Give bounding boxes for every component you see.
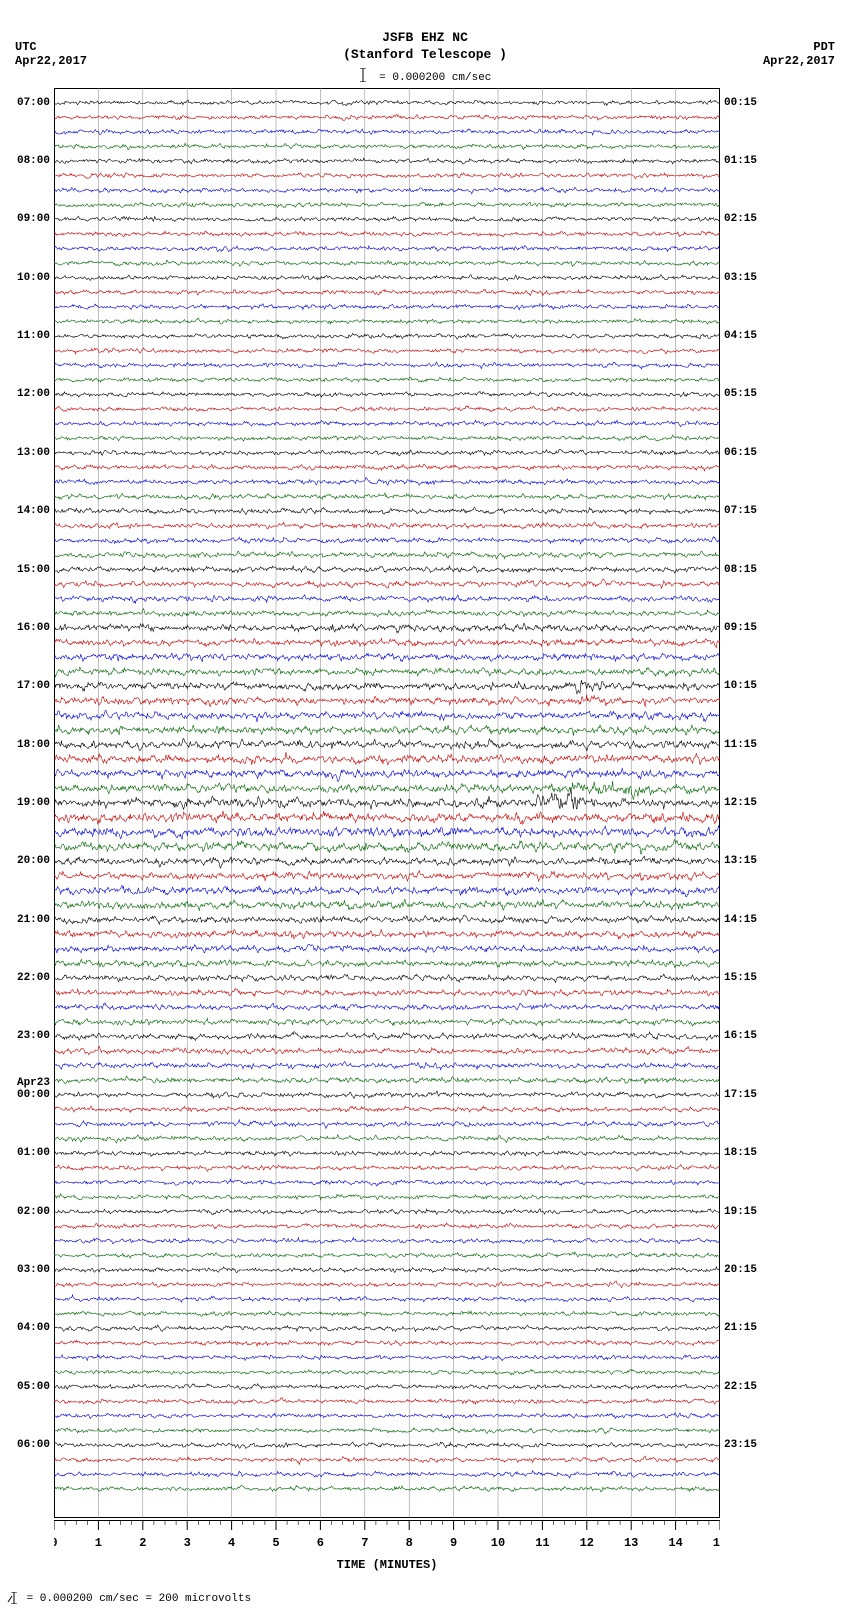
scale-marker: = 0.000200 cm/sec xyxy=(0,68,850,86)
left-hour-label: 01:00 xyxy=(17,1147,50,1159)
right-hour-label: 14:15 xyxy=(724,914,757,926)
seismogram-svg xyxy=(54,88,720,1518)
svg-text:3: 3 xyxy=(184,1536,191,1550)
svg-text:15: 15 xyxy=(713,1536,720,1550)
right-hour-label: 08:15 xyxy=(724,564,757,576)
right-hour-label: 18:15 xyxy=(724,1147,757,1159)
chart-header: JSFB EHZ NC (Stanford Telescope ) xyxy=(0,30,850,62)
svg-text:0: 0 xyxy=(54,1536,58,1550)
left-hour-label: 07:00 xyxy=(17,97,50,109)
footer-scale: = 0.000200 cm/sec = 200 microvolts xyxy=(6,1592,251,1605)
right-hour-label: 21:15 xyxy=(724,1322,757,1334)
svg-text:7: 7 xyxy=(361,1536,368,1550)
tz-left-label: UTC xyxy=(15,40,87,54)
left-hour-label: 16:00 xyxy=(17,622,50,634)
right-hour-label: 17:15 xyxy=(724,1089,757,1101)
tz-left: UTC Apr22,2017 xyxy=(15,40,87,68)
svg-text:6: 6 xyxy=(317,1536,324,1550)
right-hour-label: 01:15 xyxy=(724,155,757,167)
right-hour-label: 13:15 xyxy=(724,855,757,867)
left-hour-label: 21:00 xyxy=(17,914,50,926)
right-hour-label: 10:15 xyxy=(724,680,757,692)
right-hour-label: 02:15 xyxy=(724,213,757,225)
left-hour-label: 22:00 xyxy=(17,972,50,984)
date-rollover-label: Apr23 xyxy=(17,1077,50,1089)
left-hour-label: 11:00 xyxy=(17,330,50,342)
left-hour-label: 17:00 xyxy=(17,680,50,692)
right-hour-label: 04:15 xyxy=(724,330,757,342)
scale-bar-icon xyxy=(359,68,367,86)
svg-text:12: 12 xyxy=(580,1536,594,1550)
right-hour-label: 16:15 xyxy=(724,1030,757,1042)
right-hour-label: 22:15 xyxy=(724,1381,757,1393)
right-hour-label: 03:15 xyxy=(724,272,757,284)
left-hour-label: 00:00 xyxy=(17,1089,50,1101)
date-right: Apr22,2017 xyxy=(763,54,835,68)
svg-text:13: 13 xyxy=(624,1536,638,1550)
right-hour-label: 09:15 xyxy=(724,622,757,634)
date-left: Apr22,2017 xyxy=(15,54,87,68)
svg-text:14: 14 xyxy=(668,1536,682,1550)
left-hour-label: 08:00 xyxy=(17,155,50,167)
right-hour-label: 11:15 xyxy=(724,739,757,751)
left-hour-labels: 07:00 08:00 09:00 10:00 11:00 12:00 13:00 14:00… xyxy=(0,88,52,1518)
footer-scale-text: = 0.000200 cm/sec = 200 microvolts xyxy=(27,1593,251,1605)
left-hour-label: 06:00 xyxy=(17,1439,50,1451)
station-location: (Stanford Telescope ) xyxy=(0,47,850,62)
tz-right: PDT Apr22,2017 xyxy=(763,40,835,68)
svg-text:10: 10 xyxy=(491,1536,505,1550)
right-hour-label: 06:15 xyxy=(724,447,757,459)
right-hour-label: 19:15 xyxy=(724,1206,757,1218)
tz-right-label: PDT xyxy=(763,40,835,54)
svg-text:4: 4 xyxy=(228,1536,235,1550)
svg-text:5: 5 xyxy=(272,1536,279,1550)
left-hour-label: 02:00 xyxy=(17,1206,50,1218)
right-hour-label: 15:15 xyxy=(724,972,757,984)
x-axis-svg: 0123456789101112131415 xyxy=(54,1520,720,1560)
right-hour-label: 12:15 xyxy=(724,797,757,809)
left-hour-label: 20:00 xyxy=(17,855,50,867)
svg-text:8: 8 xyxy=(406,1536,413,1550)
left-hour-label: 10:00 xyxy=(17,272,50,284)
left-hour-label: 09:00 xyxy=(17,213,50,225)
station-title: JSFB EHZ NC xyxy=(0,30,850,45)
left-hour-label: 18:00 xyxy=(17,739,50,751)
left-hour-label: 19:00 xyxy=(17,797,50,809)
x-axis-label: TIME (MINUTES) xyxy=(54,1558,720,1572)
footer-scale-bar-icon xyxy=(6,1593,27,1605)
right-hour-label: 05:15 xyxy=(724,388,757,400)
seismogram-plot xyxy=(54,88,720,1518)
left-hour-label: 03:00 xyxy=(17,1264,50,1276)
left-hour-label: 14:00 xyxy=(17,505,50,517)
left-hour-label: 23:00 xyxy=(17,1030,50,1042)
scale-text: = 0.000200 cm/sec xyxy=(373,72,492,84)
right-hour-label: 23:15 xyxy=(724,1439,757,1451)
left-hour-label: 05:00 xyxy=(17,1381,50,1393)
left-hour-label: 04:00 xyxy=(17,1322,50,1334)
right-hour-label: 20:15 xyxy=(724,1264,757,1276)
right-hour-label: 07:15 xyxy=(724,505,757,517)
right-hour-labels: 00:15 01:15 02:15 03:15 04:15 05:15 06:15 07:15… xyxy=(722,88,842,1518)
svg-text:2: 2 xyxy=(139,1536,146,1550)
left-hour-label: 15:00 xyxy=(17,564,50,576)
left-hour-label: 13:00 xyxy=(17,447,50,459)
svg-text:1: 1 xyxy=(95,1536,102,1550)
right-hour-label: 00:15 xyxy=(724,97,757,109)
svg-text:11: 11 xyxy=(535,1536,549,1550)
svg-text:9: 9 xyxy=(450,1536,457,1550)
left-hour-label: 12:00 xyxy=(17,388,50,400)
